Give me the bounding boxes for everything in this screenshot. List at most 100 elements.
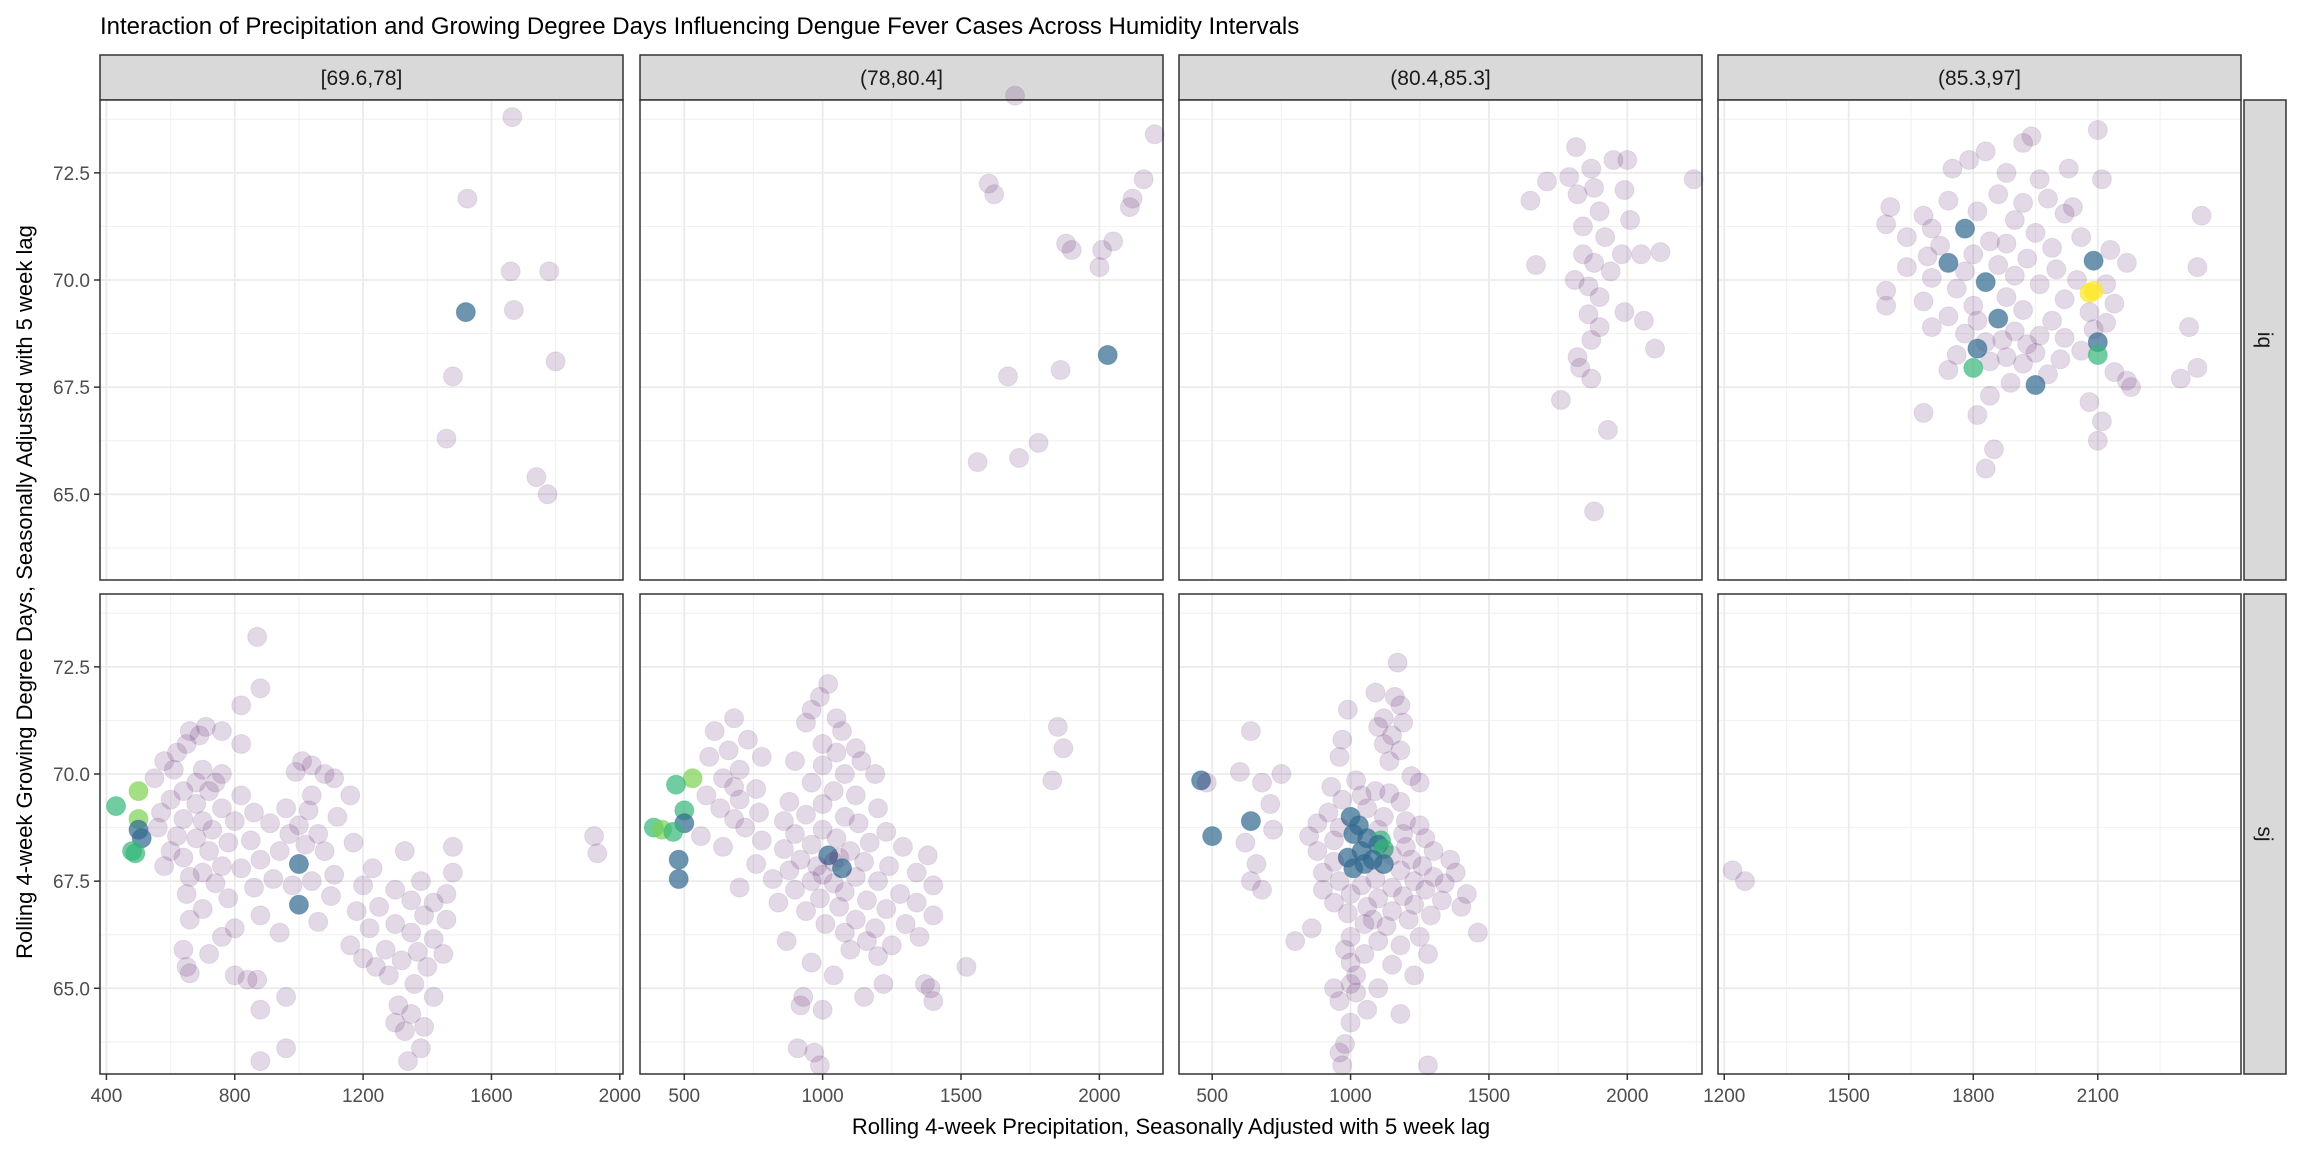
data-point bbox=[906, 862, 927, 883]
data-point bbox=[154, 856, 175, 877]
x-tick-label: 2000 bbox=[599, 1086, 641, 1107]
data-point bbox=[879, 856, 899, 877]
facet-panel bbox=[1178, 99, 1704, 581]
column-strip: [69.6,78] bbox=[99, 54, 624, 101]
data-point bbox=[1404, 871, 1425, 892]
data-point bbox=[211, 856, 232, 877]
data-point bbox=[812, 755, 833, 776]
data-point bbox=[1946, 278, 1967, 299]
panel-border bbox=[1178, 99, 1703, 581]
data-point bbox=[1324, 978, 1344, 999]
data-point bbox=[856, 931, 877, 952]
data-point bbox=[1611, 244, 1632, 265]
column-strip-label: (80.4,85.3] bbox=[1390, 67, 1490, 90]
data-point bbox=[1631, 244, 1652, 265]
data-point bbox=[2179, 317, 2200, 338]
data-point bbox=[1240, 871, 1261, 892]
data-point bbox=[106, 796, 126, 817]
data-point bbox=[1229, 761, 1250, 782]
data-point bbox=[1390, 791, 1411, 812]
data-point bbox=[1589, 317, 1610, 338]
data-point bbox=[442, 862, 463, 883]
x-tick-label: 1500 bbox=[1828, 1086, 1870, 1107]
data-point bbox=[1390, 860, 1411, 881]
data-point bbox=[1092, 240, 1113, 260]
data-point bbox=[1440, 849, 1461, 870]
y-tick-label: 72.5 bbox=[53, 164, 90, 185]
x-tick-label: 1800 bbox=[1952, 1086, 1994, 1107]
data-point bbox=[2004, 210, 2025, 230]
data-point bbox=[1393, 712, 1414, 733]
data-point bbox=[173, 809, 194, 829]
data-point bbox=[826, 708, 847, 729]
data-point bbox=[2104, 293, 2125, 314]
data-point bbox=[224, 811, 245, 832]
y-axis-label: Rolling 4-week Growing Degree Days, Seas… bbox=[12, 225, 37, 959]
data-point bbox=[876, 899, 897, 919]
data-point bbox=[1393, 886, 1414, 907]
data-point bbox=[809, 686, 830, 707]
y-tick-label: 67.5 bbox=[53, 378, 90, 399]
data-point bbox=[151, 802, 171, 823]
data-point bbox=[1343, 858, 1364, 879]
data-point bbox=[832, 858, 852, 879]
data-point bbox=[1346, 982, 1367, 1003]
data-point bbox=[173, 847, 194, 868]
data-point bbox=[823, 781, 844, 802]
data-point bbox=[2091, 169, 2112, 190]
row-strip: sj bbox=[2243, 593, 2287, 1075]
data-point bbox=[998, 366, 1018, 387]
data-point bbox=[737, 729, 758, 750]
data-point bbox=[247, 969, 268, 990]
data-point bbox=[1373, 734, 1394, 754]
data-point bbox=[1354, 944, 1375, 964]
data-point bbox=[324, 864, 345, 885]
data-point bbox=[192, 899, 213, 919]
data-point bbox=[1921, 317, 1942, 338]
data-point bbox=[288, 815, 309, 836]
data-point bbox=[195, 716, 216, 737]
data-point bbox=[282, 875, 303, 896]
x-tick-label: 800 bbox=[219, 1086, 251, 1107]
panels-layer: [69.6,78] (78,80.4] (80.4,85.3] (85.3,97] iq… bbox=[53, 54, 2287, 1107]
data-point bbox=[503, 300, 524, 320]
data-point bbox=[1382, 901, 1403, 922]
data-point bbox=[1963, 244, 1984, 265]
data-point bbox=[414, 905, 435, 926]
data-point bbox=[2054, 203, 2075, 224]
data-point bbox=[1376, 916, 1397, 937]
data-point bbox=[163, 759, 184, 780]
data-point bbox=[1252, 772, 1272, 793]
panel-background bbox=[100, 100, 623, 580]
data-point bbox=[173, 781, 194, 802]
data-point bbox=[818, 674, 839, 694]
x-tick-label: 2100 bbox=[2077, 1086, 2119, 1107]
data-point bbox=[854, 986, 875, 1007]
data-point bbox=[199, 841, 220, 862]
data-point bbox=[385, 1012, 406, 1033]
data-point bbox=[812, 734, 833, 754]
data-point bbox=[1382, 725, 1403, 746]
data-point bbox=[308, 911, 329, 932]
data-point bbox=[690, 826, 711, 847]
row-strip-label: iq bbox=[2253, 332, 2276, 348]
data-point bbox=[250, 849, 271, 870]
data-point bbox=[818, 845, 839, 866]
data-point bbox=[211, 798, 232, 819]
row-strip-box bbox=[2243, 99, 2287, 581]
data-point bbox=[1975, 272, 1996, 293]
data-point bbox=[2050, 349, 2071, 370]
data-point bbox=[1379, 751, 1400, 772]
data-point bbox=[751, 746, 772, 767]
data-point bbox=[2087, 430, 2108, 451]
data-point bbox=[1312, 879, 1333, 900]
data-point bbox=[1988, 184, 2009, 205]
data-point bbox=[1393, 824, 1414, 844]
data-point bbox=[1335, 939, 1355, 960]
data-point bbox=[218, 888, 239, 909]
data-point bbox=[1384, 686, 1405, 707]
data-point bbox=[666, 774, 686, 795]
data-point bbox=[801, 699, 822, 720]
data-point bbox=[176, 734, 197, 754]
data-point bbox=[192, 862, 213, 883]
